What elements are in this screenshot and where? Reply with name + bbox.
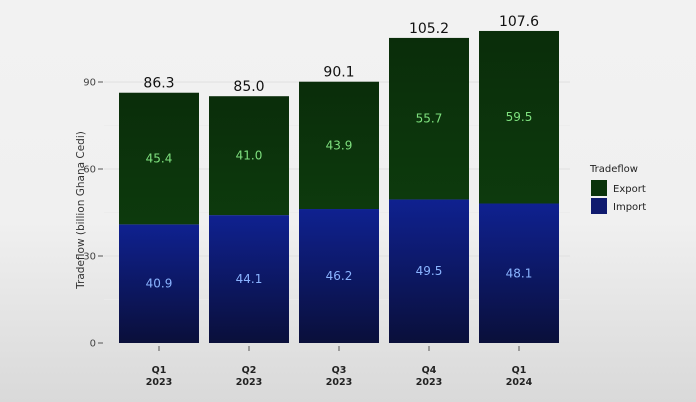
y-tick-label: 0: [90, 339, 96, 350]
total-value-label: 86.3: [143, 76, 174, 92]
x-tick-label: 2024: [506, 377, 533, 388]
total-value-label: 85.0: [233, 79, 264, 95]
import-value-label: 40.9: [146, 277, 173, 291]
export-bar: [389, 37, 469, 200]
legend-label-export: Export: [613, 184, 646, 195]
import-bar: [389, 199, 469, 343]
legend-swatch-import: [591, 198, 607, 214]
x-tick-label: Q4: [422, 365, 437, 376]
total-value-label: 105.2: [409, 21, 449, 37]
export-value-label: 55.7: [416, 112, 443, 126]
x-tick-label: Q1: [152, 365, 167, 376]
total-value-label: 107.6: [499, 14, 539, 30]
x-tick-label: 2023: [146, 377, 172, 388]
y-tick-label: 30: [83, 252, 96, 263]
x-tick-label: 2023: [326, 377, 352, 388]
y-tick-label: 60: [83, 165, 96, 176]
export-value-label: 43.9: [326, 138, 353, 152]
import-value-label: 44.1: [236, 272, 263, 286]
export-bar: [209, 96, 289, 216]
export-bar: [479, 30, 559, 204]
import-bar: [299, 209, 379, 343]
x-tick-label: Q1: [512, 365, 527, 376]
export-bar: [299, 81, 379, 210]
total-value-label: 90.1: [323, 65, 354, 81]
x-tick-label: 2023: [236, 377, 262, 388]
legend-title: Tradeflow: [589, 164, 638, 175]
import-value-label: 48.1: [506, 266, 533, 280]
bars: 40.9 45.4 86.3 44.1 41.0 85.0 46.2 43.9 90.1 49.5…: [119, 14, 559, 343]
x-tick-label: 2023: [416, 377, 442, 388]
x-tick-label: Q2: [242, 365, 257, 376]
legend-label-import: Import: [613, 202, 646, 213]
x-tick-label: Q3: [332, 365, 347, 376]
import-bar: [209, 215, 289, 343]
y-axis-title: Tradeflow (billion Ghana Cedi): [75, 131, 87, 290]
import-bar: [119, 224, 199, 343]
y-axis: 0 30 60 90: [83, 78, 103, 350]
import-value-label: 46.2: [326, 269, 353, 283]
export-value-label: 59.5: [506, 110, 533, 124]
export-bar: [119, 92, 199, 225]
legend: Tradeflow Export Import: [589, 164, 646, 214]
legend-swatch-export: [591, 180, 607, 196]
y-tick-label: 90: [83, 78, 96, 89]
export-value-label: 41.0: [236, 149, 263, 163]
export-value-label: 45.4: [146, 152, 173, 166]
import-bar: [479, 203, 559, 343]
import-value-label: 49.5: [416, 264, 443, 278]
